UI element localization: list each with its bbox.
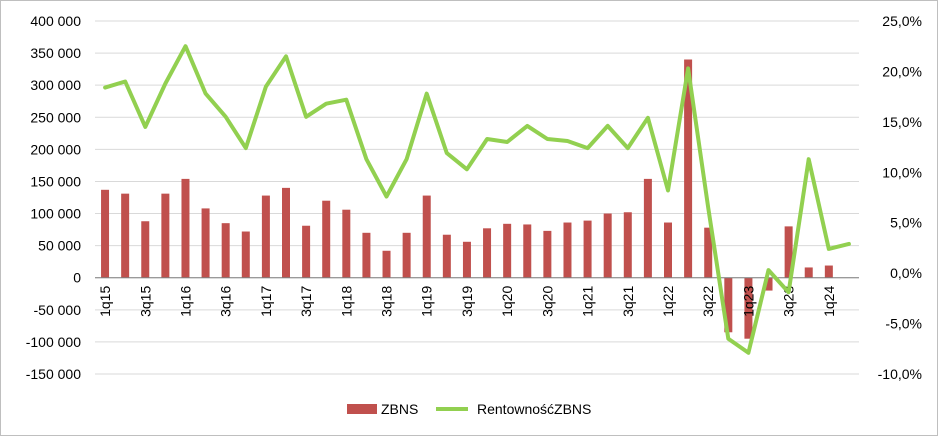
bar xyxy=(161,193,170,278)
bar xyxy=(643,178,652,278)
rentownosc-line xyxy=(103,44,851,355)
x-tick-label: 3q16 xyxy=(218,286,234,317)
right-tick-label: 10,0% xyxy=(882,164,922,180)
bar xyxy=(824,265,833,278)
legend-rentownosc-label: RentownośćZBNS xyxy=(477,401,591,417)
right-axis-labels: 25,0% 20,0% 15,0% 10,0% 5,0% 0,0% -5,0% -10,0% xyxy=(878,13,922,382)
bar xyxy=(101,189,110,278)
x-tick-label: 3q21 xyxy=(620,286,636,317)
bar xyxy=(684,59,693,278)
x-tick-label: 3q15 xyxy=(137,286,153,317)
left-tick-label: -50 000 xyxy=(34,302,82,318)
right-tick-label: 25,0% xyxy=(882,13,922,29)
bar xyxy=(543,230,552,278)
right-tick-label: 20,0% xyxy=(882,63,922,79)
bar xyxy=(302,225,311,278)
x-tick-label: 3q20 xyxy=(539,286,555,317)
bar xyxy=(603,213,612,278)
x-tick-label: 1q15 xyxy=(97,286,113,317)
left-axis-labels: 400 000 350 000 300 000 250 000 200 000 150 0… xyxy=(26,13,81,382)
bar xyxy=(121,193,130,278)
left-tick-label: -100 000 xyxy=(26,334,81,350)
x-tick-label: 1q16 xyxy=(177,286,193,317)
bar xyxy=(764,277,773,291)
x-axis-labels: 1q15 3q15 1q16 3q16 1q17 3q17 1q18 3q18 1q19 3q19… xyxy=(97,286,837,317)
left-tick-label: 350 000 xyxy=(30,45,81,61)
rentownosc-line-path xyxy=(103,44,851,355)
bar xyxy=(664,222,672,278)
bar xyxy=(382,250,391,278)
bar xyxy=(141,221,150,278)
bar xyxy=(342,209,351,278)
bar xyxy=(724,277,733,333)
x-tick-label: 3q23 xyxy=(781,286,797,317)
bar xyxy=(583,220,592,278)
bar xyxy=(784,226,793,278)
right-tick-label: 0,0% xyxy=(890,265,922,281)
left-tick-label: 200 000 xyxy=(30,141,81,157)
left-tick-label: 50 000 xyxy=(38,238,81,254)
bar xyxy=(282,187,290,278)
legend-zbns-label: ZBNS xyxy=(381,401,418,417)
bar xyxy=(362,232,371,278)
x-tick-label: 3q18 xyxy=(379,286,395,317)
zbns-bars xyxy=(101,59,833,339)
right-tick-label: -5,0% xyxy=(885,316,922,332)
right-tick-label: 15,0% xyxy=(882,114,922,130)
bar xyxy=(563,222,572,278)
gridlines xyxy=(95,20,859,375)
bar xyxy=(261,195,270,278)
bar xyxy=(422,195,431,278)
bar xyxy=(221,223,230,278)
bar xyxy=(322,200,331,278)
left-tick-label: 300 000 xyxy=(30,77,81,93)
left-tick-label: 400 000 xyxy=(30,13,81,29)
bar xyxy=(523,224,532,278)
bar xyxy=(181,178,190,278)
left-tick-label: -150 000 xyxy=(26,366,81,382)
x-tick-label: 1q22 xyxy=(660,286,676,317)
x-tick-label: 3q17 xyxy=(298,286,314,317)
x-tick-label: 1q24 xyxy=(821,286,837,317)
bar xyxy=(623,212,632,278)
bar xyxy=(402,232,411,278)
bar xyxy=(503,223,512,278)
right-tick-label: -10,0% xyxy=(878,366,922,382)
right-tick-label: 5,0% xyxy=(890,215,922,231)
x-tick-label: 1q20 xyxy=(499,286,515,317)
bar xyxy=(483,228,492,278)
x-tick-label: 3q22 xyxy=(700,286,716,317)
bar xyxy=(462,241,471,278)
bar xyxy=(804,267,813,278)
bar xyxy=(704,227,713,278)
x-tick-label: 1q17 xyxy=(258,286,274,317)
bar xyxy=(241,231,250,278)
bar xyxy=(442,234,451,278)
x-tick-label: 1q23 xyxy=(740,286,756,317)
x-tick-label: 1q18 xyxy=(338,286,354,317)
bar xyxy=(744,277,753,339)
legend-zbns-swatch xyxy=(347,404,377,414)
x-tick-label: 1q19 xyxy=(419,286,435,317)
left-tick-label: 0 xyxy=(73,270,81,286)
left-tick-label: 100 000 xyxy=(30,206,81,222)
legend: ZBNS RentownośćZBNS xyxy=(347,401,591,417)
bar xyxy=(201,208,210,278)
left-tick-label: 150 000 xyxy=(30,173,81,189)
x-tick-label: 3q19 xyxy=(459,286,475,317)
x-tick-label: 1q21 xyxy=(580,286,596,317)
left-tick-label: 250 000 xyxy=(30,109,81,125)
